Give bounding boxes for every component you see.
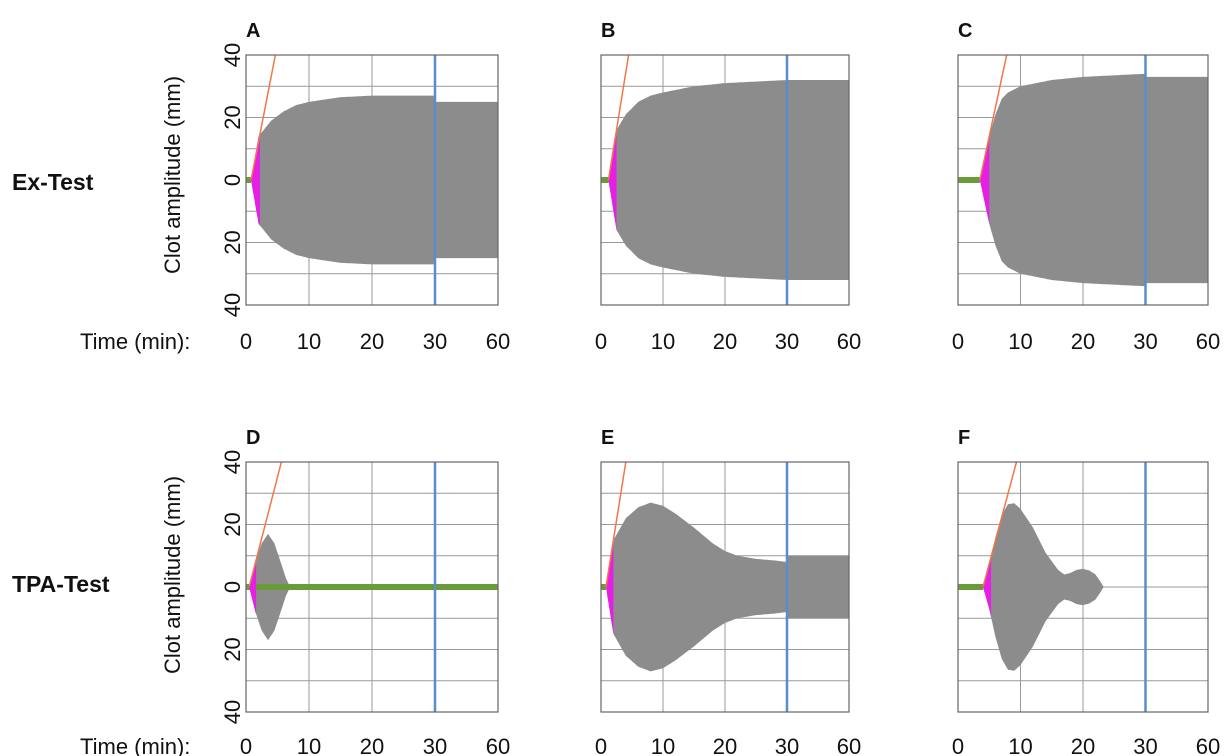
panel-letter: D (246, 427, 260, 449)
x-tick-label: 10 (1008, 329, 1032, 354)
x-tick-label: 60 (1196, 734, 1220, 756)
x-tick-label: 30 (423, 329, 447, 354)
clot-trace (601, 80, 849, 280)
clot-trace (246, 95, 498, 265)
x-tick-label: 20 (1071, 329, 1095, 354)
panel-a: A 0 10 20 30 60 40 20 0 20 40 (220, 20, 510, 354)
slope-line (248, 461, 283, 588)
plot-frame (600, 54, 850, 306)
slope-line (605, 461, 627, 588)
panel-c: C 0 10 20 30 60 (952, 20, 1220, 354)
x-tick-label: 30 (775, 329, 799, 354)
y-tick-label: 20 (220, 230, 245, 254)
x-tick-label: 60 (486, 734, 510, 756)
y-tick-label: 20 (220, 512, 245, 536)
x-tick-label: 10 (1008, 734, 1032, 756)
x-axis-label-bottom: Time (min): (80, 734, 190, 756)
panel-letter: E (601, 427, 614, 449)
x-tick-label: 20 (713, 329, 737, 354)
x-tick-label: 0 (595, 329, 607, 354)
panel-f: F 0 10 20 30 60 (952, 427, 1220, 756)
panel-letter: A (246, 20, 260, 42)
x-tick-label: 0 (595, 734, 607, 756)
x-tick-label: 60 (1196, 329, 1220, 354)
y-tick-label: 40 (220, 293, 245, 317)
plot-frame (245, 54, 499, 306)
x-tick-label: 20 (1071, 734, 1095, 756)
panel-letter: F (958, 427, 970, 449)
x-tick-label: 10 (297, 734, 321, 756)
early-trace (983, 556, 992, 618)
x-tick-label: 30 (775, 734, 799, 756)
plot-frame (957, 461, 1209, 713)
x-tick-label: 60 (837, 329, 861, 354)
x-axis-label-top: Time (min): (80, 329, 190, 354)
row-label-ex-test: Ex-Test (12, 169, 94, 195)
y-tick-label: 40 (220, 43, 245, 67)
y-tick-label: 20 (220, 105, 245, 129)
y-tick-label: 0 (220, 581, 245, 593)
x-tick-label: 10 (651, 734, 675, 756)
x-tick-label: 60 (837, 734, 861, 756)
x-tick-label: 10 (297, 329, 321, 354)
row-label-tpa-test: TPA-Test (12, 571, 110, 597)
panel-d: D 0 10 20 30 60 40 20 0 20 40 (220, 427, 510, 756)
x-tick-label: 30 (1133, 329, 1157, 354)
y-axis-label-bottom: Clot amplitude (mm) (160, 476, 185, 674)
x-tick-label: 30 (1133, 734, 1157, 756)
y-tick-label: 40 (220, 450, 245, 474)
panel-e: E 0 10 20 30 60 (595, 427, 861, 756)
x-tick-label: 60 (486, 329, 510, 354)
early-trace (249, 560, 257, 614)
x-tick-label: 20 (360, 329, 384, 354)
x-tick-label: 30 (423, 734, 447, 756)
slope-line (607, 54, 630, 181)
panel-letter: C (958, 20, 972, 42)
x-tick-label: 0 (952, 734, 964, 756)
panel-b: B 0 10 20 30 60 (595, 20, 861, 354)
slope-line (979, 54, 1008, 181)
clot-trace (246, 533, 498, 641)
plot-frame (600, 461, 850, 713)
x-tick-label: 0 (240, 329, 252, 354)
panel-letter: B (601, 20, 615, 42)
x-tick-label: 0 (240, 734, 252, 756)
x-tick-label: 10 (651, 329, 675, 354)
slope-line (250, 54, 277, 181)
x-tick-label: 20 (360, 734, 384, 756)
plot-frame (957, 54, 1209, 306)
y-tick-label: 40 (220, 700, 245, 724)
x-tick-label: 0 (952, 329, 964, 354)
y-tick-label: 0 (220, 174, 245, 186)
y-axis-label-top: Clot amplitude (mm) (160, 76, 185, 274)
early-trace (606, 540, 614, 634)
plot-frame (245, 461, 499, 713)
early-trace (979, 136, 990, 224)
clot-trace (601, 502, 849, 672)
early-trace (608, 130, 617, 230)
y-tick-label: 20 (220, 637, 245, 661)
x-tick-label: 20 (713, 734, 737, 756)
clot-trace (958, 503, 1208, 671)
early-trace (251, 134, 260, 226)
slope-line (982, 461, 1018, 588)
